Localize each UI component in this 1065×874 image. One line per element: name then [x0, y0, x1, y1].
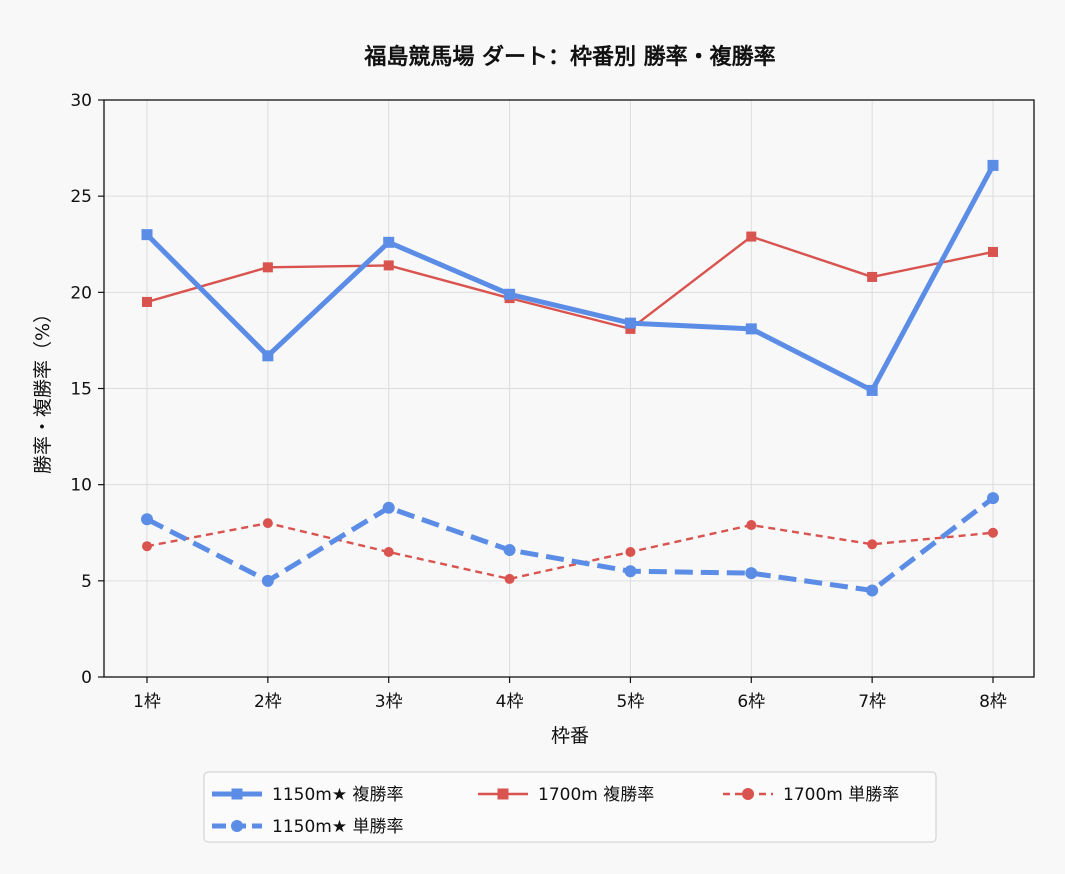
y-tick-label: 20	[70, 283, 92, 303]
data-point	[866, 584, 879, 597]
series-line	[145, 164, 996, 393]
data-point	[383, 236, 395, 248]
data-point	[261, 574, 274, 587]
legend-label: 1700m 単勝率	[783, 785, 899, 805]
y-tick-label: 15	[70, 380, 92, 400]
series-line	[146, 235, 994, 331]
series-line	[145, 496, 995, 593]
data-point	[504, 573, 515, 584]
y-tick-label: 5	[81, 572, 92, 592]
data-point	[866, 384, 878, 396]
data-point	[867, 271, 878, 282]
data-point	[504, 288, 516, 300]
data-point	[625, 323, 636, 334]
chart-title: 福島競馬場 ダート：枠番別 勝率・複勝率	[363, 44, 775, 70]
data-point	[503, 544, 516, 557]
legend-item: 1700m 単勝率	[723, 785, 899, 805]
y-tick-label: 25	[70, 187, 92, 207]
legend-label: 1150m★ 単勝率	[272, 817, 403, 837]
data-point	[141, 513, 153, 526]
y-tick-label: 30	[70, 91, 92, 111]
x-tick-label: 3枠	[375, 692, 403, 712]
data-point	[262, 262, 273, 273]
x-tick-label: 8枠	[979, 692, 1007, 712]
data-point	[987, 159, 999, 171]
data-point	[262, 350, 274, 362]
x-tick-label: 7枠	[858, 692, 886, 712]
legend-item: 1150m★ 複勝率	[212, 785, 403, 805]
legend-label: 1150m★ 複勝率	[272, 785, 403, 805]
y-axis-label: 勝率・複勝率（%）	[32, 304, 54, 474]
legend-swatch-marker	[497, 788, 509, 800]
data-point	[987, 492, 999, 505]
series-3	[142, 518, 998, 584]
series-0	[141, 159, 999, 396]
y-tick-label: 10	[70, 476, 92, 496]
x-tick-label: 5枠	[617, 692, 645, 712]
legend: 1150m★ 複勝率 1700m 複勝率 1700m 単勝率 1150m★ 単勝率	[203, 771, 937, 843]
series-1	[141, 492, 999, 597]
x-axis-label: 枠番	[551, 725, 589, 747]
data-point	[141, 229, 153, 241]
axes: 0 5 10 15 20 25 30 1枠 2枠 3枠 4枠 5枠 6枠 7枠 8枠	[70, 91, 1035, 712]
legend-label: 1700m 複勝率	[538, 785, 654, 805]
data-point	[262, 518, 273, 529]
data-point	[624, 565, 637, 578]
data-point	[746, 231, 757, 242]
data-point	[867, 539, 878, 550]
data-point	[624, 317, 636, 329]
legend-swatch-marker	[231, 820, 243, 832]
series-layer	[141, 159, 999, 597]
legend-item: 1700m 複勝率	[478, 785, 654, 805]
data-point	[625, 546, 636, 557]
x-tick-label: 4枠	[496, 692, 524, 712]
x-tick-label: 2枠	[254, 692, 282, 712]
series-line	[146, 521, 994, 581]
data-point	[383, 260, 394, 271]
data-point	[142, 296, 152, 307]
data-point	[745, 323, 757, 335]
legend-box	[203, 771, 937, 843]
data-point	[745, 567, 758, 580]
legend-swatch-marker	[231, 788, 243, 800]
data-point	[988, 246, 998, 257]
data-point	[746, 520, 757, 531]
y-tick-label: 0	[81, 668, 92, 688]
x-tick-label: 6枠	[737, 692, 765, 712]
legend-item: 1150m★ 単勝率	[212, 817, 403, 837]
x-tick-label: 1枠	[133, 692, 161, 712]
data-point	[142, 541, 152, 552]
data-point	[382, 501, 395, 514]
data-point	[988, 527, 998, 538]
data-point	[383, 546, 394, 557]
legend-swatch-marker	[742, 788, 754, 800]
